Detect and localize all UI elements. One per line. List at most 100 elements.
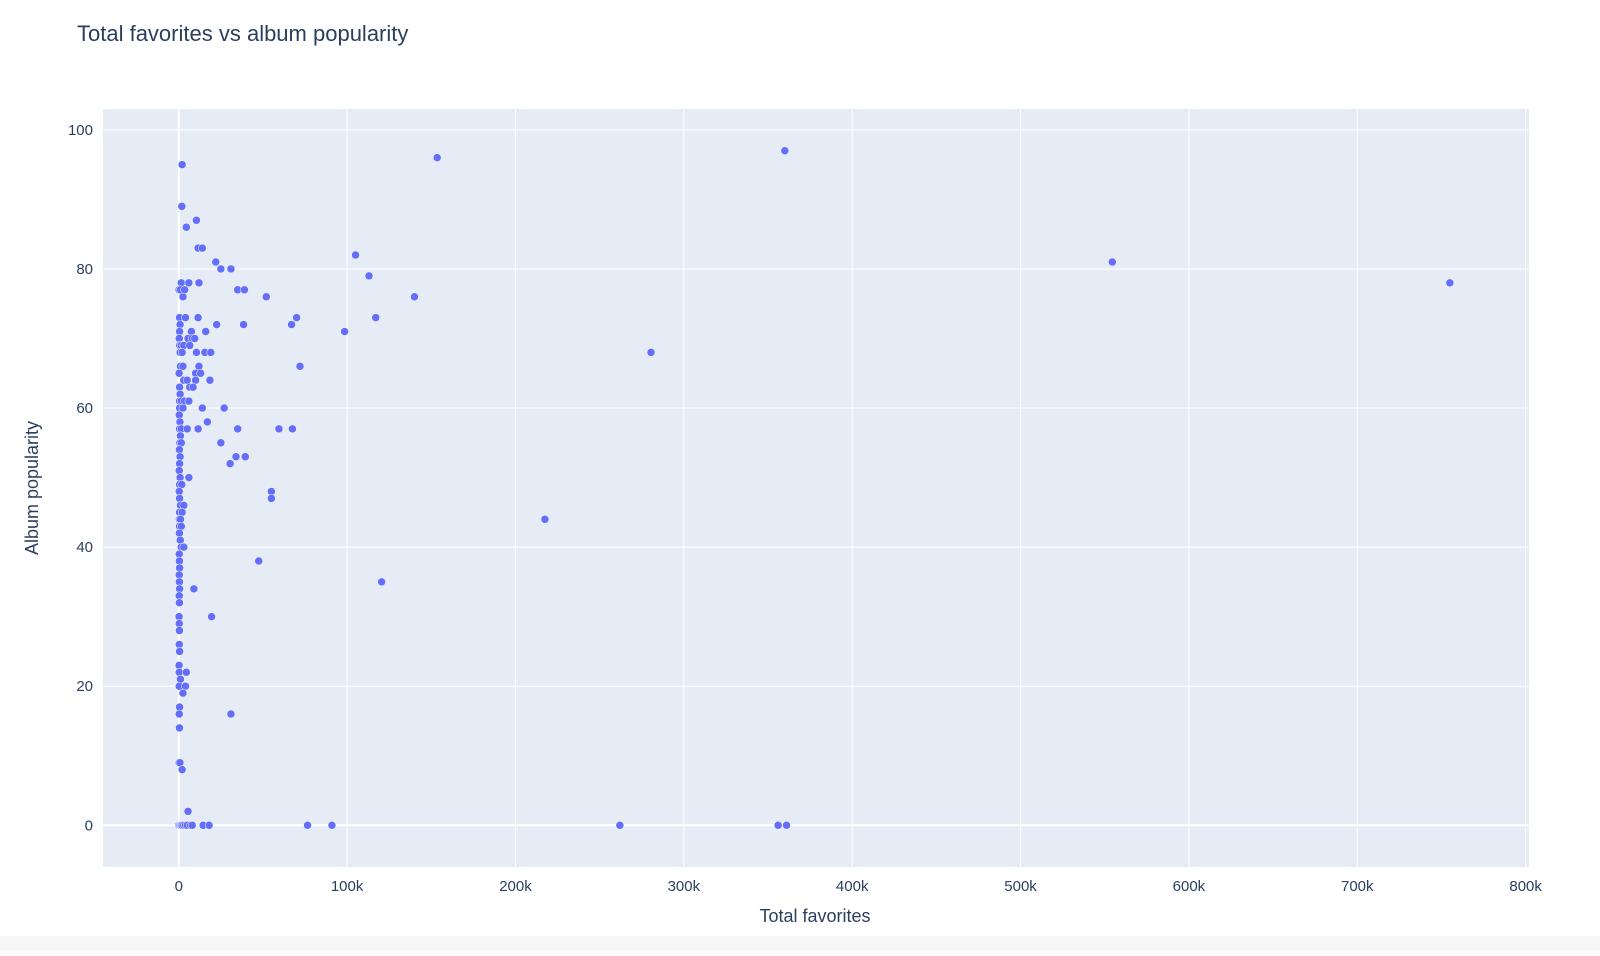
data-point[interactable] [174,369,184,378]
data-point[interactable] [189,584,199,594]
data-point[interactable] [262,292,271,302]
data-point[interactable] [206,348,215,357]
data-point[interactable] [219,403,229,413]
data-point[interactable] [192,216,201,225]
data-point[interactable] [288,424,297,434]
data-point[interactable] [188,382,198,392]
data-point[interactable] [274,424,284,434]
data-point[interactable] [292,313,301,322]
data-point[interactable] [211,257,221,267]
data-point[interactable] [198,403,207,413]
data-points [174,146,1455,830]
data-point[interactable] [207,612,216,621]
data-point[interactable] [177,160,187,169]
grid-layer [103,109,1529,867]
data-point[interactable] [178,362,188,371]
data-point[interactable] [410,292,419,302]
data-point[interactable] [212,320,221,329]
data-point[interactable] [177,521,186,531]
data-point[interactable] [432,153,442,162]
x-axis-title: Total favorites [759,906,870,926]
data-point[interactable] [184,396,194,406]
data-point[interactable] [226,264,236,274]
data-point[interactable] [303,821,312,830]
data-point[interactable] [183,807,193,816]
data-point[interactable] [267,494,276,503]
data-point[interactable] [178,688,188,698]
data-point[interactable] [780,146,790,155]
data-point[interactable] [193,424,203,434]
data-point[interactable] [241,452,250,461]
data-point[interactable] [180,285,189,295]
data-point[interactable] [175,598,184,607]
data-point[interactable] [1108,257,1117,267]
data-point[interactable] [192,348,201,357]
data-point[interactable] [773,821,783,830]
data-point[interactable] [190,334,200,343]
data-point[interactable] [233,424,242,434]
data-point[interactable] [364,271,374,281]
bottom-strip [0,936,1600,951]
data-point[interactable] [203,417,212,427]
data-point[interactable] [327,821,337,830]
data-point[interactable] [177,765,187,774]
data-point[interactable] [175,709,184,719]
data-point[interactable] [177,438,186,448]
data-point[interactable] [175,626,184,635]
data-point[interactable] [182,668,191,677]
y-tick-label: 80 [76,261,93,278]
data-point[interactable] [181,313,190,322]
data-point[interactable] [204,821,214,830]
data-point[interactable] [175,723,184,733]
x-tick-label: 0 [175,878,183,895]
data-point[interactable] [231,452,241,461]
data-point[interactable] [196,369,205,378]
data-point[interactable] [371,313,380,322]
y-tick-label: 60 [76,400,93,417]
data-point[interactable] [340,327,349,336]
data-point[interactable] [239,320,248,329]
data-point[interactable] [226,709,236,719]
data-point[interactable] [287,320,296,329]
data-point[interactable] [646,348,656,357]
data-point[interactable] [615,821,625,830]
x-tick-label: 200k [499,878,532,895]
data-point[interactable] [178,403,188,413]
data-point[interactable] [351,250,360,260]
data-point[interactable] [540,515,550,524]
data-point[interactable] [782,821,791,830]
data-point[interactable] [175,668,184,677]
data-point[interactable] [182,222,191,232]
data-point[interactable] [205,375,215,385]
data-point[interactable] [1445,278,1455,288]
data-point[interactable] [254,556,263,566]
data-point[interactable] [185,341,194,350]
data-point[interactable] [182,424,192,434]
data-point[interactable] [216,438,226,448]
data-point[interactable] [193,313,203,322]
data-point[interactable] [198,243,207,253]
data-point[interactable] [177,348,187,357]
data-point[interactable] [184,278,194,288]
data-point[interactable] [201,327,210,336]
data-point[interactable] [175,647,184,656]
data-point[interactable] [176,674,185,684]
data-point[interactable] [216,264,226,274]
data-point[interactable] [178,292,188,302]
data-point[interactable] [187,821,197,830]
data-point[interactable] [177,202,187,211]
x-tick-label: 100k [331,878,364,895]
data-point[interactable] [377,577,386,587]
x-tick-label: 600k [1173,878,1206,895]
data-point[interactable] [179,501,189,510]
data-point[interactable] [179,542,189,552]
data-point[interactable] [240,285,249,295]
data-point[interactable] [225,459,235,468]
y-tick-label: 0 [85,817,93,834]
plot-area [103,109,1529,867]
data-point[interactable] [184,473,194,482]
data-point[interactable] [194,278,204,288]
data-point[interactable] [295,362,305,371]
